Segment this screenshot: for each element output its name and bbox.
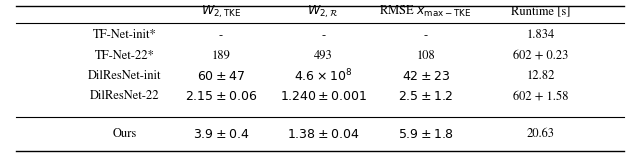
Text: 602 + 0.23: 602 + 0.23 [513, 50, 568, 62]
Text: $3.9 \pm 0.4$: $3.9 \pm 0.4$ [193, 128, 249, 141]
Text: 493: 493 [314, 50, 333, 62]
Text: -: - [321, 30, 325, 41]
Text: 12.82: 12.82 [527, 70, 555, 82]
Text: -: - [424, 30, 428, 41]
Text: 602 + 1.58: 602 + 1.58 [513, 91, 568, 102]
Text: 189: 189 [211, 50, 230, 62]
Text: $42 \pm 23$: $42 \pm 23$ [401, 70, 450, 83]
Text: 108: 108 [416, 50, 435, 62]
Text: RMSE $x_{\mathrm{max-TKE}}$: RMSE $x_{\mathrm{max-TKE}}$ [380, 4, 472, 19]
Text: Ours: Ours [113, 128, 137, 140]
Text: $2.15 \pm 0.06$: $2.15 \pm 0.06$ [185, 90, 257, 103]
Text: Runtime [s]: Runtime [s] [511, 6, 570, 18]
Text: $60 \pm 47$: $60 \pm 47$ [196, 70, 245, 83]
Text: DilResNet-init: DilResNet-init [88, 70, 161, 82]
Text: TF-Net-22*: TF-Net-22* [95, 50, 155, 62]
Text: 1.834: 1.834 [527, 30, 555, 41]
Text: $W_{2,\mathcal{R}}$: $W_{2,\mathcal{R}}$ [307, 4, 339, 20]
Text: $2.5 \pm 1.2$: $2.5 \pm 1.2$ [398, 90, 453, 103]
Text: $1.240 \pm 0.001$: $1.240 \pm 0.001$ [280, 90, 367, 103]
Text: 20.63: 20.63 [527, 128, 555, 140]
Text: TF-Net-init*: TF-Net-init* [93, 30, 157, 41]
Text: -: - [219, 30, 223, 41]
Text: $5.9 \pm 1.8$: $5.9 \pm 1.8$ [397, 128, 454, 141]
Text: $4.6 \times 10^{8}$: $4.6 \times 10^{8}$ [294, 68, 353, 84]
Text: $1.38 \pm 0.04$: $1.38 \pm 0.04$ [287, 128, 359, 141]
Text: DilResNet-22: DilResNet-22 [90, 91, 159, 102]
Text: $W_{2,\mathrm{TKE}}$: $W_{2,\mathrm{TKE}}$ [200, 4, 241, 20]
